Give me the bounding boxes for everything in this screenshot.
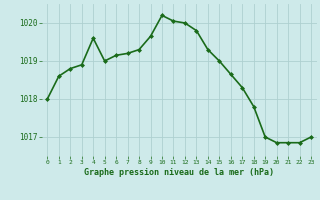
X-axis label: Graphe pression niveau de la mer (hPa): Graphe pression niveau de la mer (hPa) (84, 168, 274, 177)
